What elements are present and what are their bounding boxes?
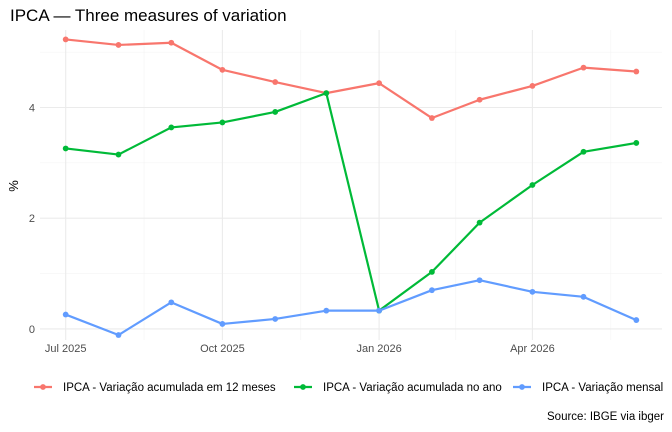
data-point — [115, 42, 122, 48]
legend-key-point — [300, 384, 306, 390]
data-point — [633, 317, 640, 323]
y-tick-label: 2 — [29, 213, 35, 225]
data-point — [168, 39, 175, 46]
series-layer — [62, 36, 640, 338]
chart-title: IPCA — Three measures of variation — [10, 6, 287, 25]
data-point — [219, 119, 226, 126]
data-point — [429, 115, 435, 121]
data-point — [323, 90, 330, 97]
data-point — [219, 321, 226, 327]
legend-label: IPCA - Variação acumulada em 12 meses — [63, 382, 276, 394]
data-point — [272, 109, 279, 115]
legend-item: IPCA - Variação acumulada no ano — [294, 382, 502, 394]
legend-label: IPCA - Variação acumulada no ano — [323, 382, 502, 394]
legend: IPCA - Variação acumulada em 12 meses IPC… — [34, 382, 663, 394]
data-point — [429, 269, 435, 275]
data-point — [429, 287, 435, 294]
legend-item: IPCA - Variação mensal — [513, 382, 663, 394]
data-point — [219, 66, 226, 73]
legend-key-point — [519, 384, 525, 390]
data-point — [529, 182, 536, 188]
data-point — [272, 79, 279, 85]
y-tick-label: 0 — [29, 324, 35, 336]
data-point — [529, 288, 536, 295]
data-point — [476, 96, 483, 103]
legend-key-point — [40, 384, 46, 390]
data-point — [580, 148, 587, 155]
data-point — [580, 293, 587, 300]
data-point — [476, 277, 483, 284]
series-2 — [62, 90, 640, 314]
x-tick-label: Jan 2026 — [356, 343, 401, 355]
data-point — [376, 307, 383, 314]
series-line — [65, 38, 637, 120]
data-point — [580, 64, 587, 71]
data-point — [272, 316, 279, 322]
y-tick-label: 4 — [29, 103, 35, 115]
data-point — [168, 299, 175, 306]
x-tick-label: Apr 2026 — [510, 343, 555, 355]
series-line — [65, 92, 637, 312]
data-point — [115, 151, 122, 158]
data-point — [476, 219, 483, 226]
legend-label: IPCA - Variação mensal — [542, 382, 663, 394]
grid — [40, 30, 662, 340]
data-point — [168, 124, 175, 131]
data-point — [62, 311, 69, 318]
data-point — [115, 332, 122, 338]
data-point — [633, 68, 640, 75]
data-point — [633, 140, 640, 146]
data-point — [323, 307, 330, 314]
series-1 — [62, 36, 640, 121]
series-line — [65, 279, 637, 337]
data-point — [376, 80, 383, 87]
data-point — [529, 83, 536, 89]
legend-item: IPCA - Variação acumulada em 12 meses — [34, 382, 276, 394]
data-point — [62, 145, 69, 152]
y-axis-title: % — [6, 180, 21, 192]
x-tick-label: Oct 2025 — [200, 343, 245, 355]
y-axis: 0 2 4 — [29, 103, 35, 336]
x-tick-label: Jul 2025 — [45, 343, 87, 355]
data-point — [62, 36, 69, 43]
x-axis: Jul 2025 Oct 2025 Jan 2026 Apr 2026 — [45, 343, 555, 355]
series-3 — [62, 277, 640, 338]
chart-caption: Source: IBGE via ibger — [547, 411, 664, 423]
